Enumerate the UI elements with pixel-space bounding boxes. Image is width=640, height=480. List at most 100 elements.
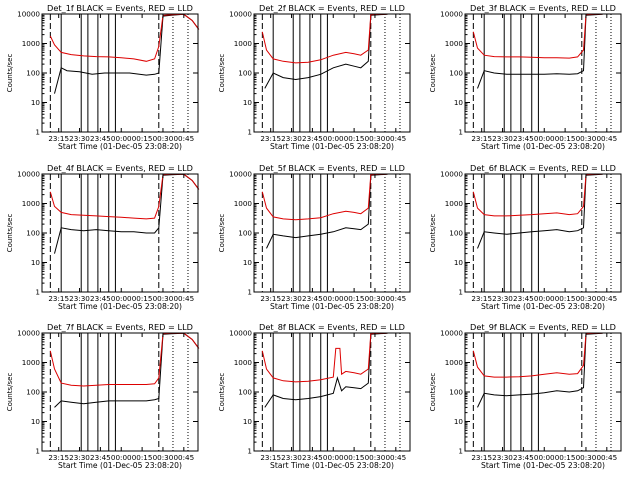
x-axis-label: Start Time (01-Dec-05 23:08:20): [270, 302, 394, 311]
y-tick-label: 10000: [17, 10, 40, 19]
y-tick-label: 1000: [445, 199, 464, 208]
y-tick-label: 1000: [445, 39, 464, 48]
y-tick-label: 1000: [22, 199, 41, 208]
y-tick-label: 1: [458, 128, 463, 137]
x-tick-label: 23:45: [90, 134, 111, 143]
x-tick-label: 00:30: [153, 294, 174, 303]
y-tick-label: 10000: [17, 170, 40, 179]
y-tick-label: 1000: [234, 199, 253, 208]
x-tick-label: 23:30: [69, 453, 90, 462]
chart-title: Det_6f BLACK = Events, RED = LLD: [470, 163, 616, 173]
x-tick-label: 00:45: [173, 294, 194, 303]
x-tick-label: 23:30: [69, 294, 90, 303]
x-axis-label: Start Time (01-Dec-05 23:08:20): [481, 142, 605, 151]
series-line: [477, 13, 603, 89]
x-tick-label: 00:00: [323, 134, 344, 143]
chart-title: Det_5f BLACK = Events, RED = LLD: [259, 163, 405, 173]
x-tick-label: 23:30: [492, 134, 513, 143]
y-tick-label: 10000: [440, 170, 463, 179]
y-axis-label: Counts/sec: [429, 54, 437, 93]
chart-title: Det_7f BLACK = Events, RED = LLD: [47, 322, 193, 332]
x-tick-label: 00:00: [111, 134, 132, 143]
x-tick-label: 00:45: [596, 453, 617, 462]
x-tick-label: 23:30: [492, 294, 513, 303]
x-tick-label: 00:45: [596, 134, 617, 143]
y-tick-label: 1: [35, 447, 40, 456]
plot-frame: [41, 332, 199, 452]
y-tick-label: 10: [243, 258, 253, 267]
chart-panel: 23:15 23:30 23:45 00:00 00:15 00:30 00:45 1 10 10…: [429, 3, 622, 151]
x-tick-label: 23:30: [281, 294, 302, 303]
series-line: [261, 13, 388, 64]
y-tick-label: 1000: [445, 358, 464, 367]
x-tick-label: 00:45: [385, 294, 406, 303]
x-tick-label: 23:45: [302, 453, 323, 462]
x-axis-label: Start Time (01-Dec-05 23:08:20): [270, 142, 394, 151]
plot-frame: [253, 332, 411, 452]
chart-panel: 23:15 23:30 23:45 00:00 00:15 00:30 00:45 1 10 10…: [6, 163, 200, 311]
x-tick-label: 00:45: [596, 294, 617, 303]
x-tick-label: 23:30: [492, 453, 513, 462]
x-tick-label: 00:15: [132, 453, 153, 462]
x-tick-label: 23:15: [48, 294, 69, 303]
x-axis-label: Start Time (01-Dec-05 23:08:20): [481, 302, 605, 311]
chart-title: Det_2f BLACK = Events, RED = LLD: [259, 3, 405, 13]
y-tick-label: 1: [247, 447, 252, 456]
series-line: [477, 332, 603, 408]
x-tick-label: 23:30: [281, 134, 302, 143]
y-tick-label: 100: [238, 229, 252, 238]
chart-title: Det_8f BLACK = Events, RED = LLD: [259, 322, 405, 332]
x-tick-label: 00:45: [173, 453, 194, 462]
x-tick-label: 00:45: [173, 134, 194, 143]
plot-frame: [253, 13, 411, 133]
y-axis-label: Counts/sec: [6, 373, 14, 412]
chart-panel: 23:15 23:30 23:45 00:00 00:15 00:30 00:45 1 10 10…: [218, 163, 411, 311]
chart-panel: 23:15 23:30 23:45 00:00 00:15 00:30 00:45 1 10 10…: [429, 322, 622, 470]
y-tick-label: 100: [26, 229, 40, 238]
plot-frame: [41, 173, 199, 293]
x-tick-label: 00:00: [323, 453, 344, 462]
x-tick-label: 23:45: [302, 294, 323, 303]
y-tick-label: 100: [26, 69, 40, 78]
y-axis-label: Counts/sec: [6, 214, 14, 253]
y-tick-label: 1: [458, 447, 463, 456]
y-tick-label: 100: [238, 69, 252, 78]
x-tick-label: 00:45: [385, 134, 406, 143]
x-tick-label: 23:45: [302, 134, 323, 143]
series-line: [477, 173, 603, 249]
x-tick-label: 23:45: [513, 134, 534, 143]
x-tick-label: 00:15: [132, 134, 153, 143]
chart-panel: 23:15 23:30 23:45 00:00 00:15 00:30 00:45 1 10 10…: [6, 322, 200, 470]
x-tick-label: 00:30: [576, 453, 597, 462]
x-tick-label: 23:15: [471, 453, 492, 462]
x-axis-label: Start Time (01-Dec-05 23:08:20): [58, 142, 182, 151]
series-line: [49, 173, 200, 220]
series-line: [49, 332, 200, 387]
x-tick-label: 00:15: [344, 453, 365, 462]
series-line: [472, 332, 603, 378]
series-line: [261, 173, 388, 221]
x-tick-label: 00:00: [534, 453, 555, 462]
chart-panel: 23:15 23:30 23:45 00:00 00:15 00:30 00:45 1 10 10…: [218, 322, 411, 470]
x-tick-label: 00:30: [576, 294, 597, 303]
y-tick-label: 10000: [229, 10, 252, 19]
y-tick-label: 1: [35, 128, 40, 137]
x-axis-label: Start Time (01-Dec-05 23:08:20): [481, 461, 605, 470]
y-tick-label: 10: [454, 258, 464, 267]
y-axis-label: Counts/sec: [429, 373, 437, 412]
x-tick-label: 23:15: [260, 294, 281, 303]
x-tick-label: 00:30: [365, 134, 386, 143]
series-line: [472, 173, 603, 217]
x-tick-label: 23:45: [513, 294, 534, 303]
series-line: [54, 13, 200, 94]
chart-title: Det_9f BLACK = Events, RED = LLD: [470, 322, 616, 332]
y-tick-label: 10: [31, 258, 41, 267]
y-tick-label: 1000: [22, 358, 41, 367]
y-tick-label: 10: [454, 98, 464, 107]
y-tick-label: 1000: [22, 39, 41, 48]
x-tick-label: 00:00: [534, 134, 555, 143]
x-tick-label: 00:30: [365, 453, 386, 462]
y-tick-label: 100: [238, 388, 252, 397]
plot-frame: [253, 173, 411, 293]
x-tick-label: 23:45: [513, 453, 534, 462]
